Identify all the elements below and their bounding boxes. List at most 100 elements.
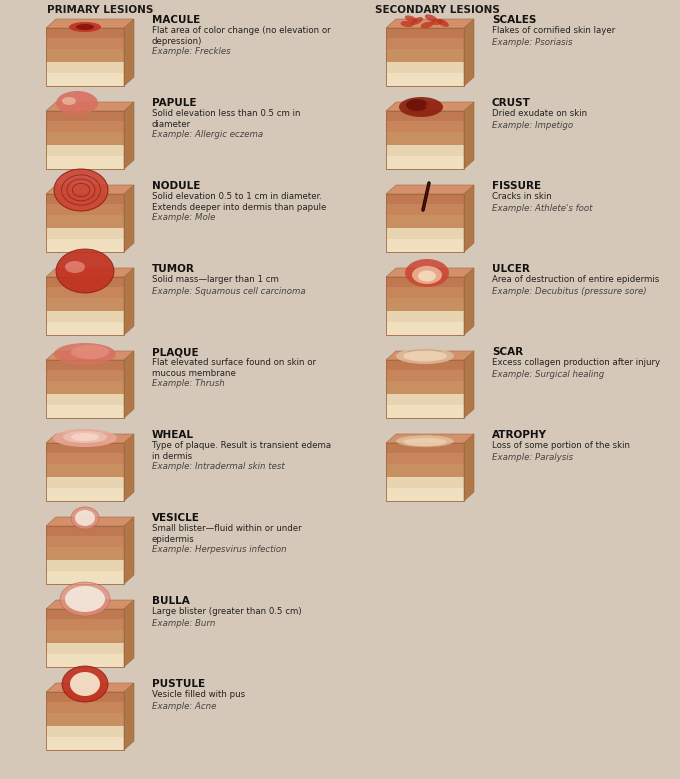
FancyBboxPatch shape xyxy=(46,38,124,49)
FancyBboxPatch shape xyxy=(46,464,124,477)
Polygon shape xyxy=(464,19,474,86)
FancyBboxPatch shape xyxy=(46,630,124,643)
Text: Example: Psoriasis: Example: Psoriasis xyxy=(492,38,573,47)
FancyBboxPatch shape xyxy=(46,726,124,750)
FancyBboxPatch shape xyxy=(46,488,124,501)
Ellipse shape xyxy=(56,249,114,293)
Polygon shape xyxy=(464,268,474,335)
Polygon shape xyxy=(46,268,134,277)
Polygon shape xyxy=(124,268,134,335)
Polygon shape xyxy=(386,268,474,277)
FancyBboxPatch shape xyxy=(46,453,124,464)
Text: Type of plaque. Result is transient edema
in dermis: Type of plaque. Result is transient edem… xyxy=(152,441,331,460)
FancyBboxPatch shape xyxy=(46,227,124,252)
Polygon shape xyxy=(464,102,474,169)
Text: Excess collagen production after injury: Excess collagen production after injury xyxy=(492,358,660,367)
FancyBboxPatch shape xyxy=(46,239,124,252)
Polygon shape xyxy=(46,683,134,692)
FancyBboxPatch shape xyxy=(386,453,464,464)
Text: Area of destruction of entire epidermis: Area of destruction of entire epidermis xyxy=(492,275,659,284)
Ellipse shape xyxy=(54,343,116,365)
Ellipse shape xyxy=(412,266,442,284)
Text: WHEAL: WHEAL xyxy=(152,430,194,440)
FancyBboxPatch shape xyxy=(386,405,464,418)
Text: Small blister—fluid within or under
epidermis: Small blister—fluid within or under epid… xyxy=(152,524,302,544)
Polygon shape xyxy=(386,351,474,360)
FancyBboxPatch shape xyxy=(386,122,464,132)
FancyBboxPatch shape xyxy=(46,49,124,62)
Text: PUSTULE: PUSTULE xyxy=(152,679,205,689)
Text: Example: Freckles: Example: Freckles xyxy=(152,47,231,55)
FancyBboxPatch shape xyxy=(386,298,464,311)
FancyBboxPatch shape xyxy=(46,405,124,418)
Polygon shape xyxy=(46,517,134,526)
FancyBboxPatch shape xyxy=(386,323,464,335)
Ellipse shape xyxy=(418,270,436,281)
FancyBboxPatch shape xyxy=(386,371,464,381)
Text: Example: Squamous cell carcinoma: Example: Squamous cell carcinoma xyxy=(152,287,305,296)
FancyBboxPatch shape xyxy=(46,298,124,311)
FancyBboxPatch shape xyxy=(46,122,124,132)
Polygon shape xyxy=(124,102,134,169)
FancyBboxPatch shape xyxy=(46,703,124,713)
FancyBboxPatch shape xyxy=(46,73,124,86)
FancyBboxPatch shape xyxy=(386,277,464,287)
Text: PAPULE: PAPULE xyxy=(152,98,197,108)
FancyBboxPatch shape xyxy=(46,360,124,371)
Text: CRUST: CRUST xyxy=(492,98,531,108)
FancyBboxPatch shape xyxy=(46,737,124,750)
FancyBboxPatch shape xyxy=(386,381,464,393)
FancyBboxPatch shape xyxy=(46,477,124,501)
Polygon shape xyxy=(386,434,474,443)
Ellipse shape xyxy=(421,22,433,28)
FancyBboxPatch shape xyxy=(46,609,124,619)
Text: PLAQUE: PLAQUE xyxy=(152,347,199,357)
FancyBboxPatch shape xyxy=(386,311,464,335)
Ellipse shape xyxy=(62,666,108,702)
Polygon shape xyxy=(46,434,134,443)
Polygon shape xyxy=(46,600,134,609)
Polygon shape xyxy=(124,600,134,667)
Ellipse shape xyxy=(399,97,443,117)
FancyBboxPatch shape xyxy=(46,204,124,215)
Polygon shape xyxy=(464,434,474,501)
Text: SECONDARY LESIONS: SECONDARY LESIONS xyxy=(375,5,500,15)
FancyBboxPatch shape xyxy=(46,194,124,204)
FancyBboxPatch shape xyxy=(386,477,464,501)
Ellipse shape xyxy=(437,19,449,27)
Ellipse shape xyxy=(54,169,108,211)
FancyBboxPatch shape xyxy=(46,393,124,418)
FancyBboxPatch shape xyxy=(46,692,124,703)
Ellipse shape xyxy=(65,261,85,273)
Text: SCAR: SCAR xyxy=(492,347,523,357)
Text: Vesicle filled with pus: Vesicle filled with pus xyxy=(152,690,245,699)
FancyBboxPatch shape xyxy=(46,28,124,38)
FancyBboxPatch shape xyxy=(46,381,124,393)
Ellipse shape xyxy=(75,510,95,526)
Text: Large blister (greater than 0.5 cm): Large blister (greater than 0.5 cm) xyxy=(152,607,302,616)
FancyBboxPatch shape xyxy=(46,277,124,287)
Ellipse shape xyxy=(70,672,100,696)
FancyBboxPatch shape xyxy=(46,537,124,547)
Ellipse shape xyxy=(65,586,105,612)
FancyBboxPatch shape xyxy=(46,62,124,86)
FancyBboxPatch shape xyxy=(386,227,464,252)
Polygon shape xyxy=(124,683,134,750)
Polygon shape xyxy=(124,19,134,86)
Text: Example: Paralysis: Example: Paralysis xyxy=(492,453,573,462)
Ellipse shape xyxy=(76,24,94,30)
Text: Example: Burn: Example: Burn xyxy=(152,619,216,628)
Text: Example: Intradermal skin test: Example: Intradermal skin test xyxy=(152,462,285,471)
Text: Example: Athlete's foot: Example: Athlete's foot xyxy=(492,204,592,213)
FancyBboxPatch shape xyxy=(46,443,124,453)
Text: Cracks in skin: Cracks in skin xyxy=(492,192,551,201)
FancyBboxPatch shape xyxy=(46,311,124,335)
Text: VESICLE: VESICLE xyxy=(152,513,200,523)
FancyBboxPatch shape xyxy=(386,194,464,204)
FancyBboxPatch shape xyxy=(386,157,464,169)
Text: NODULE: NODULE xyxy=(152,181,201,191)
Polygon shape xyxy=(46,102,134,111)
Text: ULCER: ULCER xyxy=(492,264,530,274)
Ellipse shape xyxy=(406,99,428,111)
FancyBboxPatch shape xyxy=(386,239,464,252)
